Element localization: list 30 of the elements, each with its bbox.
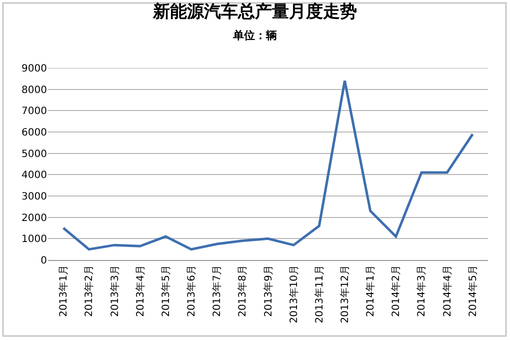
- x-tick-label: 2013年11月: [313, 265, 326, 324]
- x-tick-label: 2013年9月: [262, 265, 274, 317]
- x-tick-label: 2014年3月: [416, 265, 428, 317]
- x-tick-label: 2013年10月: [288, 265, 300, 324]
- x-tick-label: 2014年5月: [466, 265, 479, 317]
- x-tick-label: 2013年6月: [186, 265, 198, 317]
- y-tick-label: 2000: [22, 212, 47, 224]
- x-tick-label: 2013年5月: [160, 265, 172, 317]
- x-tick-label: 2013年8月: [236, 265, 249, 317]
- y-tick-label: 3000: [22, 192, 47, 202]
- y-tick-label: 4000: [22, 170, 47, 182]
- y-tick-label: 1000: [22, 234, 47, 246]
- x-tick-label: 2013年4月: [134, 265, 146, 317]
- x-tick-label: 2014年1月: [364, 265, 377, 317]
- y-tick-label: 5000: [22, 148, 47, 160]
- x-tick-label: 2013年2月: [83, 265, 96, 317]
- chart-title: 新能源汽车总产量月度走势: [152, 2, 357, 22]
- y-tick-label: 9000: [22, 64, 47, 74]
- x-tick-label: 2014年2月: [390, 265, 402, 317]
- x-tick-label: 2013年7月: [211, 265, 224, 317]
- x-tick-label: 2013年1月: [58, 265, 70, 317]
- y-tick-label: 8000: [22, 84, 47, 96]
- x-tick-label: 2013年3月: [108, 265, 121, 317]
- chart-subtitle: 单位：辆: [232, 29, 277, 42]
- y-tick-label: 6000: [22, 128, 47, 138]
- line-series: [62, 80, 474, 251]
- x-tick-label: 2013年12月: [338, 265, 351, 324]
- x-tick-label: 2014年4月: [441, 265, 454, 317]
- y-tick-label: 7000: [22, 106, 47, 118]
- y-tick-label: 0: [40, 256, 47, 266]
